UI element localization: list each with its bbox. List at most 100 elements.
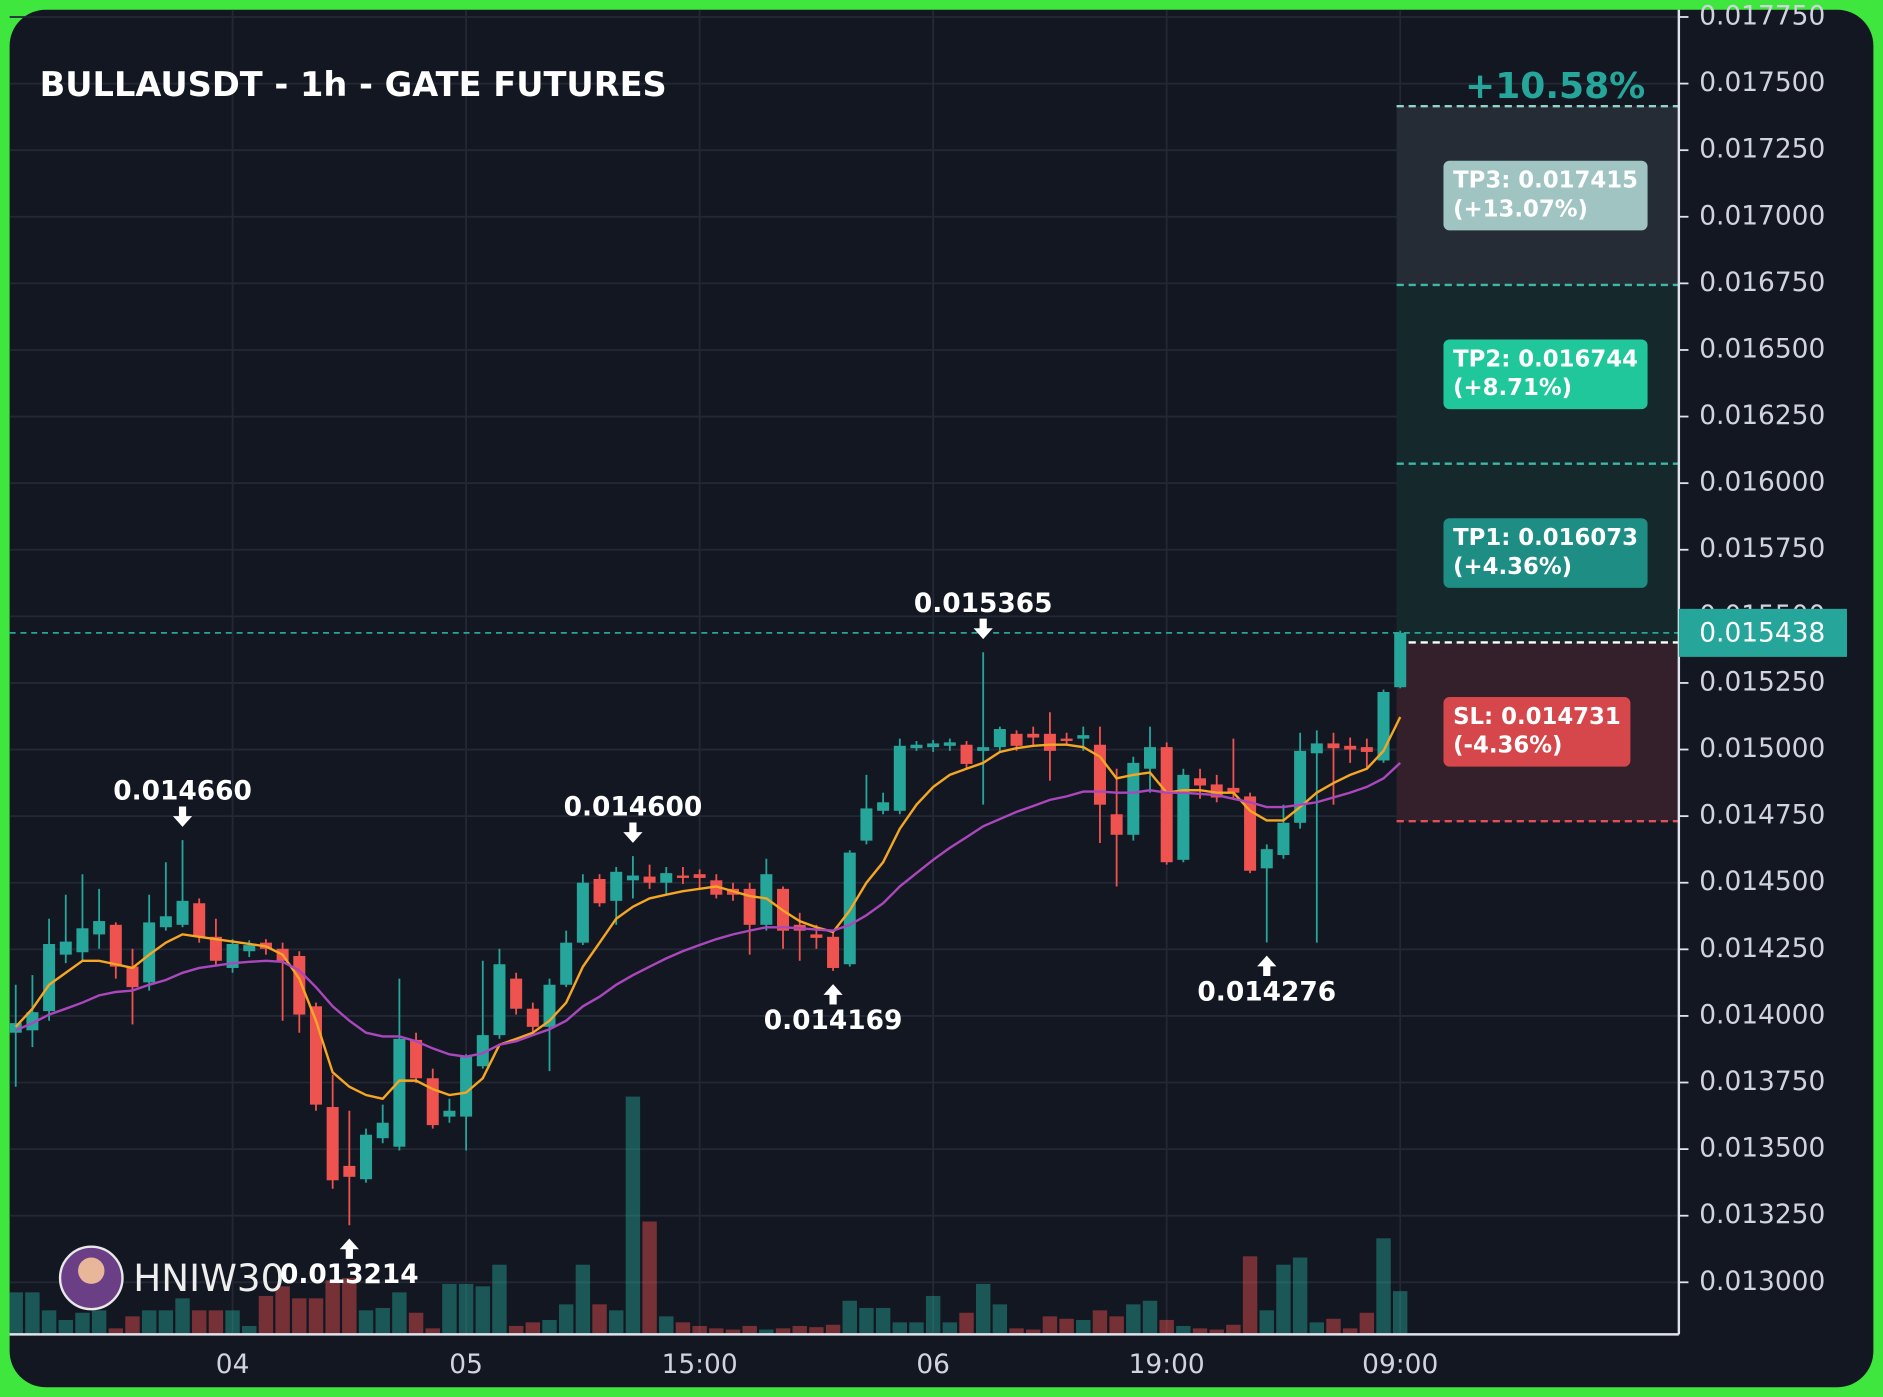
volume-bar [392,1292,407,1335]
volume-bar [425,1328,440,1335]
volume-bar [809,1327,824,1335]
level-label-box [1443,696,1631,767]
level-label-text: SL: 0.014731 [1453,704,1621,730]
candle-body [593,878,606,904]
y-tick-label: 0.013000 [1699,1266,1825,1297]
volume-bar [408,1312,424,1335]
candle-body [810,934,823,938]
candle-body [1327,743,1340,749]
candle-body [326,1107,339,1181]
candle-body [993,729,1006,748]
low-label: 0.014276 [1197,976,1336,1007]
plot [9,630,1679,1335]
y-tick-label: 0.014000 [1699,999,1825,1030]
level-label-change: (-4.36%) [1453,733,1562,759]
low-label: 0.014169 [764,1005,903,1036]
candle-body [960,744,973,764]
y-tick-label: 0.015000 [1699,733,1825,764]
candle-body [410,1039,423,1079]
x-tick-label: 19:00 [1129,1349,1205,1380]
x-tick-label: 15:00 [662,1349,738,1380]
volume-bar [1176,1325,1191,1335]
level-label: SL: 0.014731 (-4.36%) [1443,696,1631,767]
watermark: HNIW30 [133,1256,284,1300]
volume-bar [1392,1291,1408,1335]
candle-body [109,924,122,967]
candle-body [59,941,72,955]
candle-body [643,876,656,883]
volume-bar [1109,1316,1124,1335]
volume-bar [275,1286,290,1335]
candle-body [676,875,689,878]
volume-bar [892,1322,907,1335]
candle-body [626,875,639,881]
candle-body [1027,733,1040,738]
volume-bar [1226,1324,1241,1335]
candle-body [1227,787,1240,793]
volume-bar [458,1283,474,1335]
y-tick-label: 0.017750 [1699,0,1825,31]
y-tick-label: 0.017250 [1699,134,1825,165]
candle-body [860,808,873,841]
candle-body [1260,849,1273,869]
volume-bar [325,1280,340,1335]
y-tick-label: 0.015250 [1699,666,1825,697]
volume-bar [508,1325,524,1335]
volume-bar [1142,1300,1158,1335]
volume-bar [258,1295,274,1335]
x-tick-label: 06 [916,1349,950,1380]
volume-bar [675,1322,691,1335]
candle-body [243,945,256,952]
x-tick-label: 05 [449,1349,483,1380]
candle-body [26,1012,39,1031]
level-label-box [1443,518,1648,588]
y-tick-label: 0.014250 [1699,933,1825,964]
position-change: +10.58% [1465,66,1645,107]
volume-bar [1242,1256,1258,1335]
volume-bar [1359,1312,1375,1335]
volume-bar [592,1304,607,1335]
volume-bar [709,1328,724,1335]
volume-bar [792,1325,807,1335]
y-tick-label: 0.013750 [1699,1066,1825,1097]
volume-bar [342,1277,357,1335]
avatar-face [78,1257,105,1284]
candle-body [376,1122,389,1139]
candle-body [393,1038,406,1147]
arrow-up [1257,955,1277,977]
volume-bar [542,1319,557,1335]
candle-body [176,900,189,925]
arrow-up [339,1238,359,1259]
level-label-text: TP3: 0.017415 [1453,168,1638,194]
volume-bar [959,1312,974,1335]
y-tick-label: 0.016250 [1699,400,1825,431]
level-label-box [1443,160,1648,231]
candle-body [1360,747,1373,752]
last-price-box [1678,608,1847,657]
candle-body [1244,796,1257,871]
volume-bar [1209,1329,1224,1335]
candle-body [743,888,756,925]
candle-body [93,921,106,935]
arrow-up [823,984,843,1005]
candle-body [1160,747,1173,863]
volume-bar [475,1286,490,1335]
moving-average [15,761,1402,1058]
volume-bar [125,1316,140,1335]
low-label: 0.013214 [280,1259,419,1290]
candle-body [1043,733,1056,751]
level-label-text: TP1: 0.016073 [1453,525,1638,551]
volume-bar [175,1298,190,1335]
volume-bar [642,1221,657,1335]
candle-body [193,903,206,937]
candle-body [426,1078,439,1126]
volume-bar [1026,1329,1041,1335]
volume-bar [1042,1316,1058,1335]
arrow-down [623,822,643,843]
volume-bar [442,1283,457,1335]
y-tick-label: 0.015750 [1699,533,1825,564]
high-label: 0.014660 [113,776,252,807]
volume-bar [558,1304,574,1335]
volume-bar [659,1316,674,1335]
